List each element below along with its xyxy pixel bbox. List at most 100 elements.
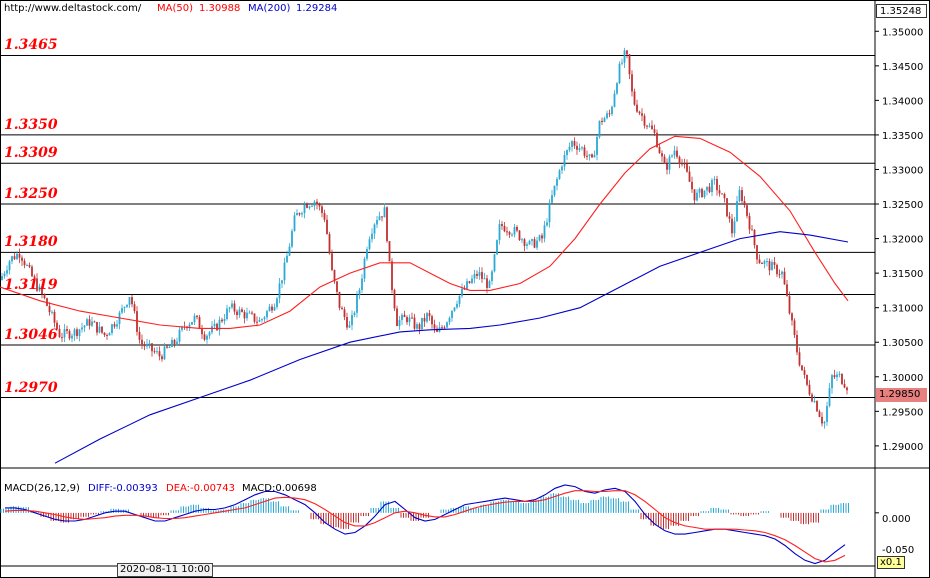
macd-dea-line: [4, 490, 846, 563]
candle-body: [663, 156, 666, 164]
candle-body: [606, 113, 608, 119]
candle-body: [278, 283, 281, 299]
candle-body: [623, 50, 626, 63]
candle-body: [641, 113, 643, 116]
candle-body: [571, 141, 573, 147]
candle-body: [393, 289, 396, 309]
candle-body: [271, 306, 273, 311]
candle-body: [341, 307, 343, 310]
candle-body: [721, 193, 723, 195]
candle-body: [373, 224, 376, 234]
candle-body: [696, 192, 698, 201]
price-tick-label: 1.30500: [882, 338, 923, 349]
candle-body: [203, 334, 206, 340]
candle-body: [71, 335, 73, 339]
candle-body: [831, 375, 833, 389]
candle-body: [416, 324, 418, 329]
candle-body: [248, 312, 251, 314]
candle-body: [693, 189, 696, 201]
candle-body: [91, 321, 93, 326]
candle-body: [788, 296, 791, 314]
candle-body: [636, 104, 638, 112]
candle-body: [418, 324, 421, 330]
candle-body: [741, 190, 743, 202]
candle-body: [643, 115, 646, 126]
candle-body: [533, 239, 536, 248]
candle-body: [796, 335, 798, 353]
candle-body: [88, 319, 91, 326]
candle-body: [8, 261, 11, 271]
candle-body: [468, 281, 471, 284]
candle-body: [386, 207, 388, 242]
candle-body: [348, 325, 351, 328]
macd-dea-label: DEA:-0.00743: [166, 483, 236, 494]
candle-body: [178, 329, 181, 342]
candle-body: [436, 328, 438, 332]
candle-body: [483, 278, 486, 280]
candle-body: [281, 280, 283, 284]
candle-body: [323, 213, 326, 220]
candle-body: [671, 155, 673, 157]
candle-body: [426, 313, 428, 322]
level-label: 1.3350: [4, 116, 58, 133]
candle-body: [226, 308, 228, 320]
candle-body: [128, 297, 131, 305]
candle-body: [813, 401, 816, 403]
candle-body: [506, 231, 508, 233]
candle-body: [546, 222, 548, 226]
candle-body: [166, 346, 168, 348]
candle-body: [213, 323, 216, 327]
candle-body: [58, 328, 61, 338]
macd-tick-0: 0.000: [882, 514, 911, 525]
candle-body: [673, 150, 676, 156]
candle-body: [553, 185, 556, 196]
candle-body: [573, 141, 576, 146]
candle-body: [188, 324, 191, 329]
candle-body: [576, 145, 578, 150]
candle-body: [231, 303, 233, 308]
candle-body: [16, 253, 18, 260]
candle-body: [398, 319, 401, 327]
candle-body: [391, 261, 393, 290]
candle-body: [738, 190, 741, 202]
price-tick-label: 1.34000: [882, 96, 923, 107]
candle-body: [551, 195, 553, 203]
candle-body: [476, 273, 478, 276]
price-tick-label: 1.29500: [882, 407, 923, 418]
candle-body: [181, 326, 183, 330]
candle-body: [361, 278, 363, 290]
candle-body: [266, 311, 268, 318]
candle-body: [316, 201, 318, 205]
candle-body: [381, 216, 383, 218]
candle-body: [328, 234, 331, 254]
candle-body: [366, 249, 368, 259]
candle-body: [778, 274, 781, 276]
candle-body: [758, 259, 761, 264]
candle-body: [451, 310, 453, 318]
candle-body: [233, 303, 236, 312]
candle-body: [511, 234, 513, 236]
price-tick-label: 1.31500: [882, 269, 923, 280]
candle-body: [481, 272, 483, 279]
candle-body: [218, 319, 221, 331]
candle-body: [358, 289, 361, 295]
candle-body: [793, 320, 796, 336]
candle-body: [171, 339, 173, 347]
candle-body: [613, 93, 616, 107]
candle-body: [336, 281, 338, 292]
candle-body: [491, 271, 493, 282]
candle-body: [123, 306, 126, 309]
candle-body: [833, 375, 836, 378]
candle-body: [411, 317, 413, 319]
candle-body: [21, 257, 23, 261]
candle-body: [843, 384, 846, 388]
candle-body: [591, 154, 593, 158]
candle-body: [568, 146, 571, 151]
candle-body: [53, 311, 56, 323]
candle-body: [263, 317, 266, 320]
candle-body: [168, 346, 171, 348]
candle-body: [583, 147, 586, 156]
candle-body: [746, 205, 748, 216]
